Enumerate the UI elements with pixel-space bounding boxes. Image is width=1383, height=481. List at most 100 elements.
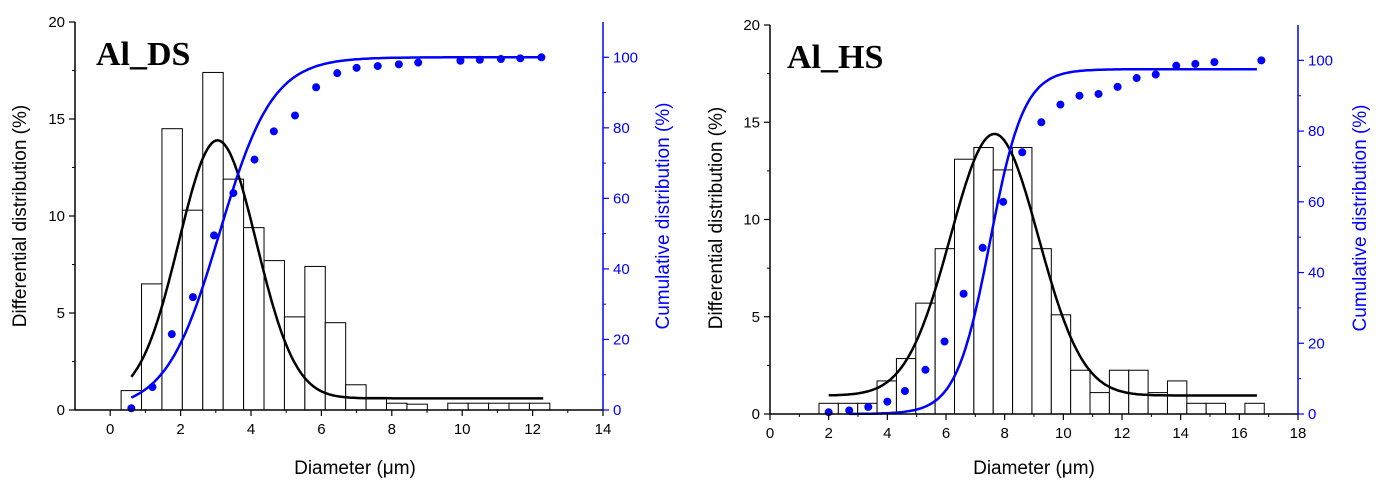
cumulative-point xyxy=(1075,91,1084,100)
cumulative-point xyxy=(210,231,219,240)
cumulative-point xyxy=(352,63,361,72)
y2-tick-label: 20 xyxy=(1308,335,1325,352)
x-tick-label: 8 xyxy=(388,421,396,438)
x-tick-label: 10 xyxy=(1055,425,1072,442)
cumulative-points xyxy=(824,56,1266,417)
histogram-bar xyxy=(488,402,510,411)
y2-tick-label: 80 xyxy=(1308,123,1325,140)
cumulative-point xyxy=(921,365,930,374)
y2-tick-label: 80 xyxy=(613,120,630,137)
histogram-bar xyxy=(1166,380,1188,415)
cumulative-point xyxy=(883,397,892,406)
cumulative-point xyxy=(1191,59,1200,68)
cumulative-point xyxy=(1151,70,1160,79)
cumulative-point xyxy=(269,127,278,136)
panel-label: Al_DS xyxy=(96,36,190,73)
y2-axis-title: Cumulative distribution (%) xyxy=(1350,104,1371,331)
cumulative-point xyxy=(1257,56,1266,65)
fit-curves xyxy=(828,67,1257,416)
x-tick-label: 18 xyxy=(1290,425,1307,442)
panel-label: Al_HS xyxy=(787,39,883,76)
y-tick-label: 0 xyxy=(752,406,760,423)
cumulative-point xyxy=(394,60,403,69)
histogram-bar xyxy=(895,358,917,415)
cumulative-point xyxy=(940,337,949,346)
cumulative-point xyxy=(291,111,299,120)
x-tick-label: 6 xyxy=(942,425,950,442)
cumulative-point xyxy=(127,404,136,413)
cumulative-point xyxy=(373,62,382,71)
x-tick-label: 16 xyxy=(1231,425,1248,442)
gaussian-fit-line xyxy=(828,132,1257,397)
cumulative-point xyxy=(229,189,238,198)
axes xyxy=(69,21,609,416)
cumulative-point xyxy=(1056,100,1065,109)
x-tick-label: 12 xyxy=(524,421,541,438)
cumulative-point xyxy=(167,330,176,339)
histogram-bar xyxy=(447,402,469,411)
gaussian-fit-line xyxy=(130,139,544,400)
cumulative-point xyxy=(999,197,1008,206)
cumulative-fit-line xyxy=(130,56,544,399)
y-tick-label: 10 xyxy=(743,212,760,229)
cumulative-point xyxy=(250,155,259,164)
y-tick-label: 5 xyxy=(752,309,760,326)
x-axis-title: Diameter (μm) xyxy=(294,458,416,479)
histogram-bar xyxy=(1244,402,1265,415)
cumulative-point xyxy=(1018,148,1027,157)
cumulative-point xyxy=(959,289,968,298)
cumulative-point xyxy=(414,58,423,67)
histogram-bar xyxy=(508,402,530,411)
y-tick-label: 15 xyxy=(743,114,760,131)
bars xyxy=(120,71,551,411)
fit-curves xyxy=(130,56,544,400)
x-tick-label: 4 xyxy=(883,425,891,442)
histogram-bar xyxy=(1070,369,1091,415)
histogram-bar xyxy=(973,147,994,415)
cumulative-point xyxy=(148,383,157,392)
cumulative-points xyxy=(127,53,546,413)
histogram-bar xyxy=(202,71,224,411)
cumulative-point xyxy=(1210,58,1219,67)
histogram-bar xyxy=(1186,402,1207,415)
histogram-bar xyxy=(386,402,408,411)
histogram-bar xyxy=(954,158,975,415)
histogram-bar xyxy=(467,402,490,411)
y2-tick-label: 60 xyxy=(613,190,630,207)
histogram-bar xyxy=(1205,402,1227,415)
bars xyxy=(818,147,1265,415)
y2-tick-label: 40 xyxy=(1308,265,1325,282)
cumulative-point xyxy=(845,406,854,415)
cumulative-point xyxy=(1113,82,1122,91)
y2-tick-label: 100 xyxy=(613,49,638,66)
cumulative-point xyxy=(475,55,484,64)
x-tick-label: 0 xyxy=(766,425,774,442)
histogram-bar xyxy=(406,403,428,411)
axes xyxy=(764,24,1304,420)
cumulative-point xyxy=(537,53,546,62)
cumulative-point xyxy=(864,402,873,411)
histogram-bar xyxy=(934,248,956,415)
y-tick-label: 10 xyxy=(48,208,65,225)
x-tick-label: 14 xyxy=(1172,425,1189,442)
cumulative-point xyxy=(333,69,342,78)
y-tick-label: 20 xyxy=(743,17,760,34)
histogram-bar xyxy=(243,227,265,411)
x-tick-label: 6 xyxy=(317,421,325,438)
cumulative-point xyxy=(1172,61,1181,70)
x-axis-title: Diameter (μm) xyxy=(973,458,1095,479)
y-axis-title: Differential distribution (%) xyxy=(706,107,727,329)
y2-tick-label: 0 xyxy=(613,402,621,419)
cumulative-fit-line xyxy=(849,67,1257,416)
cumulative-point xyxy=(312,83,321,92)
x-tick-label: 8 xyxy=(1000,425,1008,442)
histogram-bar xyxy=(1128,369,1149,415)
cumulative-point xyxy=(1132,74,1141,83)
cumulative-point xyxy=(1094,89,1103,98)
x-tick-label: 14 xyxy=(595,421,612,438)
cumulative-point xyxy=(188,293,197,302)
histogram-bar xyxy=(528,402,551,411)
